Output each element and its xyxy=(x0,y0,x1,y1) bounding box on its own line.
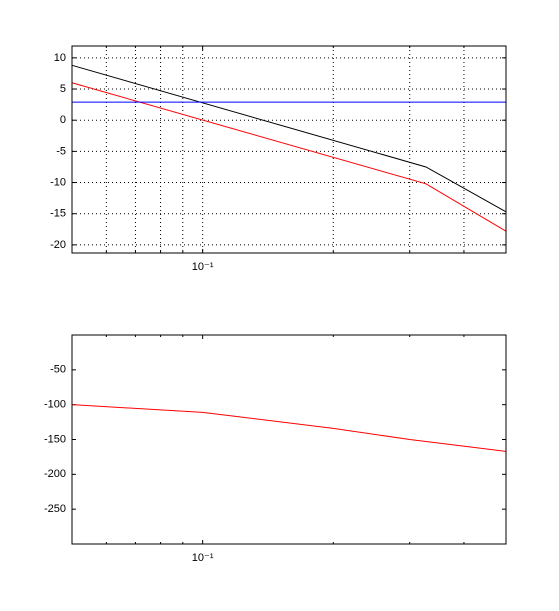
y-tick-label: -10 xyxy=(50,176,66,188)
y-tick-label: -50 xyxy=(50,364,66,376)
y-tick-label: -15 xyxy=(50,208,66,220)
axes-box xyxy=(71,45,507,254)
series-line xyxy=(71,404,507,452)
y-tick-label: -5 xyxy=(56,145,66,157)
x-tick-label: 10⁻¹ xyxy=(192,552,214,564)
y-tick-label: -200 xyxy=(44,468,66,480)
y-tick-label: -20 xyxy=(50,239,66,251)
y-tick-label: -250 xyxy=(44,503,66,515)
y-tick-label: -150 xyxy=(44,433,66,445)
series-line xyxy=(71,82,507,232)
x-tick-label: 10⁻¹ xyxy=(192,261,214,273)
y-tick-label: 5 xyxy=(60,83,66,95)
plot-area xyxy=(72,46,506,253)
axes-box xyxy=(71,334,507,545)
y-tick-label: -100 xyxy=(44,399,66,411)
plot-area xyxy=(72,335,506,544)
series-line xyxy=(71,64,507,213)
y-tick-label: 0 xyxy=(60,114,66,126)
y-tick-label: 10 xyxy=(54,52,66,64)
